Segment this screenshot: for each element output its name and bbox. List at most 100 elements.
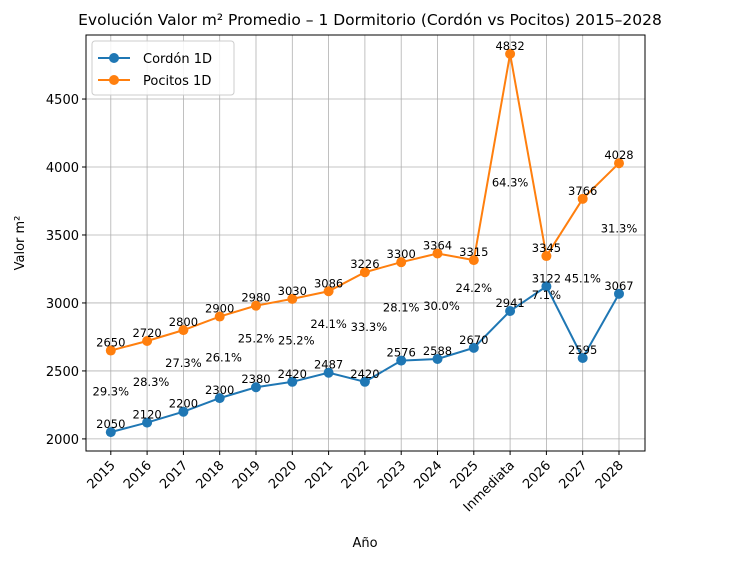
data-label: 4832 [495, 39, 524, 53]
data-point [142, 336, 153, 347]
data-point [577, 193, 588, 204]
data-label: 2300 [205, 383, 234, 397]
data-label: 3122 [532, 271, 561, 285]
data-point [323, 367, 334, 378]
data-point [359, 267, 370, 278]
data-point [505, 48, 516, 59]
legend-label-cordon: Cordón 1D [143, 52, 212, 67]
data-point [541, 281, 552, 292]
x-tick-label: 2022 [339, 458, 373, 492]
x-axis-label: Año [352, 536, 377, 551]
data-point [214, 311, 225, 322]
data-label: 2900 [205, 302, 234, 316]
data-label: 2050 [96, 417, 125, 431]
data-point [214, 393, 225, 404]
x-tick-label: 2016 [121, 458, 155, 492]
data-label: 2980 [241, 291, 270, 305]
difference-label: 26.1% [205, 350, 242, 364]
data-point [577, 353, 588, 364]
data-point [178, 325, 189, 336]
data-label: 2720 [132, 326, 161, 340]
difference-label: 30.0% [423, 299, 460, 313]
data-point [323, 286, 334, 297]
data-point [396, 355, 407, 366]
series-lines: 2050 2120 2200 2300 2380 2420 2487 2420 2576 2588… [96, 39, 634, 438]
x-tick-label: 2017 [157, 458, 191, 492]
data-label: 3300 [387, 247, 416, 261]
x-tick-label: 2028 [593, 458, 627, 492]
data-point [105, 427, 116, 438]
data-label: 2588 [423, 344, 452, 358]
x-tick-label: 2018 [194, 458, 228, 492]
data-label: 2200 [169, 397, 198, 411]
legend-box [91, 40, 235, 96]
data-label: 2941 [495, 296, 524, 310]
difference-label: 28.3% [133, 375, 170, 389]
x-tick-label: 2027 [557, 458, 591, 492]
x-tick-label: 2026 [520, 458, 554, 492]
data-point [541, 251, 552, 262]
data-point [105, 345, 116, 356]
data-label: 2420 [350, 367, 379, 381]
data-point [178, 406, 189, 417]
data-label: 2420 [278, 367, 307, 381]
data-label: 2670 [459, 333, 488, 347]
data-point [468, 255, 479, 266]
data-label: 3086 [314, 276, 343, 290]
legend-marker-pocitos [109, 75, 119, 85]
x-tick-label: 2023 [375, 458, 409, 492]
data-label: 2650 [96, 336, 125, 350]
chart-title: Evolución Valor m² Promedio – 1 Dormitor… [78, 11, 662, 29]
data-label: 3364 [423, 238, 452, 252]
x-tick-label: 2020 [266, 458, 300, 492]
data-label: 3030 [278, 284, 307, 298]
axes: 2015 2016 2017 2018 2019 2020 2021 2022 2023 2024… [46, 93, 627, 515]
data-label: 2576 [387, 346, 416, 360]
data-point [251, 382, 261, 393]
difference-label: 7.1% [532, 288, 561, 302]
y-tick-label: 4000 [46, 161, 79, 176]
difference-label: 31.3% [601, 222, 638, 236]
data-label: 3226 [350, 257, 379, 271]
data-label: 3067 [604, 279, 633, 293]
data-point [505, 305, 516, 316]
difference-label: 25.2% [238, 331, 275, 345]
data-point [142, 417, 153, 428]
data-point [396, 257, 407, 268]
data-point [614, 158, 624, 169]
data-label: 3345 [532, 241, 561, 255]
data-label: 4028 [604, 148, 633, 162]
difference-label: 45.1% [564, 271, 601, 285]
x-tick-label: 2015 [85, 458, 119, 492]
legend-marker-cordon [109, 53, 119, 63]
grid [86, 35, 645, 451]
x-tick-label: 2025 [448, 458, 482, 492]
y-tick-label: 2500 [46, 365, 79, 380]
data-point [287, 376, 298, 387]
legend-label-pocitos: Pocitos 1D [143, 74, 211, 89]
data-label: 2380 [241, 372, 270, 386]
x-tick-label: 2019 [230, 458, 264, 492]
difference-label: 28.1% [383, 300, 420, 314]
data-label: 2595 [568, 343, 597, 357]
data-point [432, 353, 443, 364]
data-point [287, 293, 298, 304]
data-point [359, 376, 370, 387]
legend: Cordón 1D Pocitos 1D [91, 40, 235, 96]
difference-label: 24.1% [310, 317, 347, 331]
plot-frame [85, 34, 646, 452]
y-axis-label: Valor m² [13, 216, 28, 271]
data-label: 2800 [169, 315, 198, 329]
data-label: 3315 [459, 245, 488, 259]
difference-label: 25.2% [278, 333, 315, 347]
data-label: 2120 [132, 408, 161, 422]
data-label: 3766 [568, 184, 597, 198]
difference-label: 24.2% [456, 281, 493, 295]
difference-label: 27.3% [165, 356, 202, 370]
data-point [251, 300, 261, 311]
difference-label: 64.3% [492, 175, 529, 189]
y-tick-label: 3500 [46, 229, 79, 244]
x-tick-label: 2024 [411, 458, 445, 492]
y-tick-label: 2000 [46, 433, 79, 448]
